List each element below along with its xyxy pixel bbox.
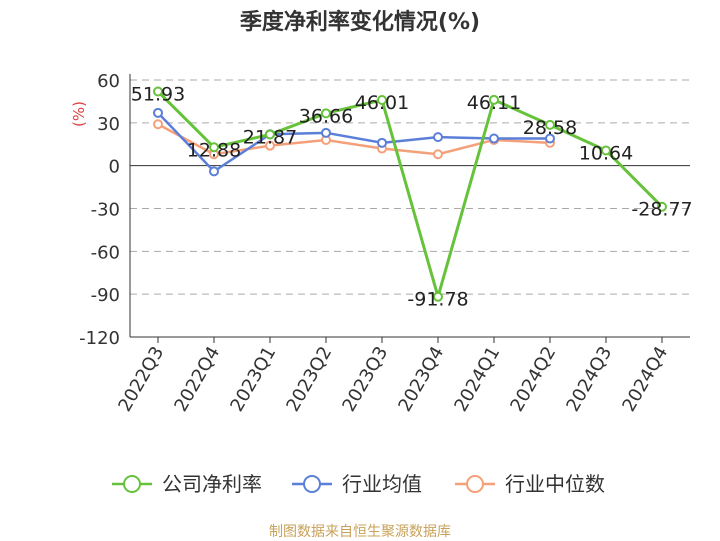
data-point-0 [489, 94, 499, 105]
data-label: 28.58 [523, 117, 577, 139]
data-point-0 [545, 119, 555, 130]
y-tick-label: -120 [79, 328, 120, 349]
series-line-2 [157, 123, 551, 156]
x-tick-label: 2024Q1 [450, 343, 504, 415]
x-tick-label: 2022Q3 [114, 343, 168, 415]
legend-label: 行业中位数 [505, 472, 605, 496]
data-label: 12.88 [187, 139, 241, 161]
data-label: -91.78 [407, 289, 468, 311]
legend-marker-1 [303, 475, 321, 493]
data-label: 51.93 [131, 84, 185, 106]
x-tick-label: 2024Q2 [506, 343, 560, 415]
series-line-1 [157, 111, 550, 173]
data-label: 10.64 [579, 142, 633, 164]
legend-label: 行业均值 [342, 472, 422, 496]
data-label: 36.66 [299, 105, 353, 127]
legend-label: 公司净利率 [162, 472, 262, 496]
legend-marker-2 [466, 475, 484, 493]
data-point-0 [265, 129, 275, 140]
x-tick-label: 2023Q1 [226, 343, 280, 415]
x-tick-label: 2024Q4 [618, 343, 672, 415]
source-note: 制图数据来自恒生聚源数据库 [269, 524, 451, 540]
data-point-1 [433, 132, 443, 143]
data-label: 46.01 [355, 92, 409, 114]
y-tick-label: -60 [91, 242, 120, 263]
y-tick-label: -30 [91, 200, 120, 221]
data-point-1 [377, 137, 387, 148]
data-point-1 [489, 133, 499, 144]
data-point-0 [321, 108, 331, 119]
x-tick-label: 2023Q2 [282, 343, 336, 415]
data-point-2 [433, 149, 443, 160]
data-point-2 [265, 140, 275, 151]
data-point-0 [209, 142, 219, 153]
data-point-2 [153, 119, 163, 130]
data-point-0 [601, 145, 611, 156]
data-label: 21.87 [243, 126, 297, 148]
data-label: -28.77 [631, 199, 692, 221]
y-axis-label: (%) [70, 101, 88, 127]
data-point-0 [657, 201, 667, 212]
data-point-1 [321, 127, 331, 138]
series-line-0 [156, 90, 664, 299]
data-point-1 [545, 133, 555, 144]
y-tick-label: 30 [97, 114, 120, 135]
legend-marker-0 [123, 475, 141, 493]
data-point-1 [153, 107, 163, 118]
x-tick-label: 2022Q4 [170, 343, 224, 415]
data-point-0 [433, 291, 443, 302]
data-label: 46.11 [467, 92, 521, 114]
x-tick-label: 2023Q4 [394, 343, 448, 415]
data-point-0 [153, 86, 163, 97]
chart-title: 季度净利率变化情况(%) [239, 10, 481, 35]
data-point-0 [377, 94, 387, 105]
data-point-1 [209, 166, 219, 177]
y-tick-label: 0 [109, 157, 120, 178]
y-tick-label: -90 [91, 285, 120, 306]
x-tick-label: 2024Q3 [562, 343, 616, 415]
y-tick-label: 60 [97, 71, 120, 92]
x-tick-label: 2023Q3 [338, 343, 392, 415]
